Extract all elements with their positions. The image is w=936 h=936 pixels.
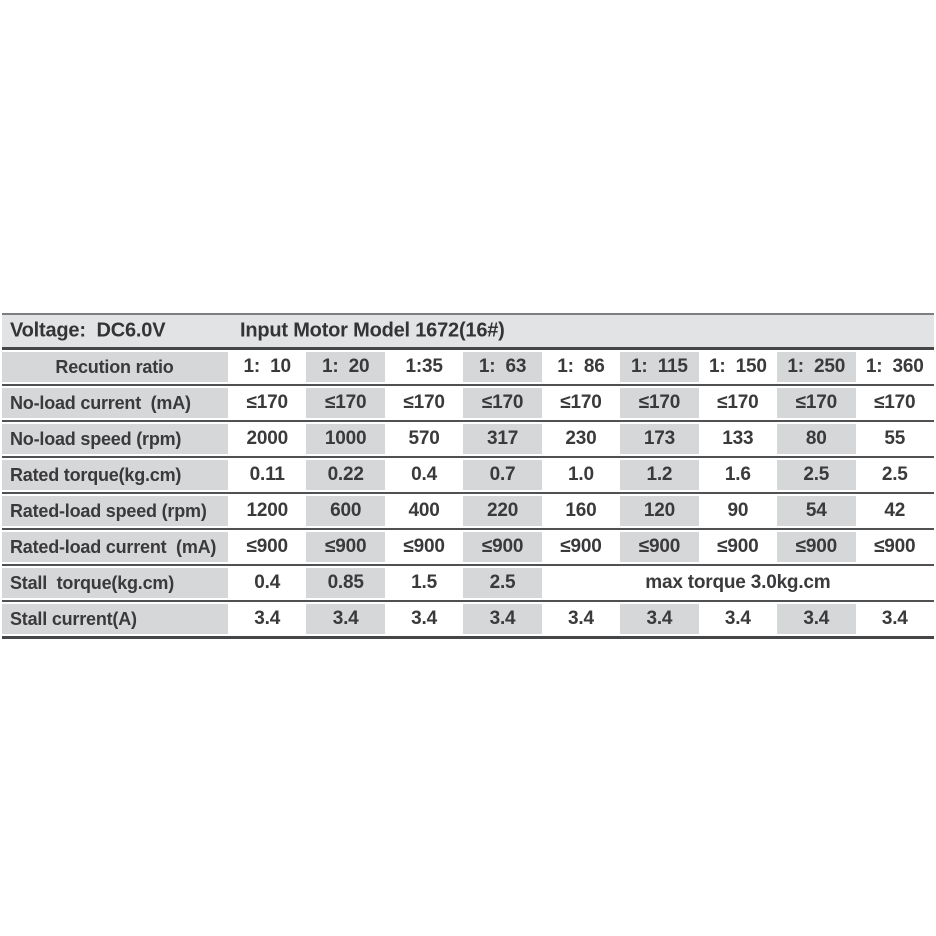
value-cell: 400 xyxy=(384,493,464,530)
ratio-cell: 1: 20 xyxy=(306,348,385,386)
value-cell: ≤900 xyxy=(306,529,385,566)
value-cell: 3.4 xyxy=(855,601,934,639)
value-cell: 1.5 xyxy=(384,565,464,602)
value-cell: ≤170 xyxy=(306,385,385,422)
value-cell: 2.5 xyxy=(463,565,542,602)
spec-row-rated-torque: Rated torque(kg.cm) 0.11 0.22 0.4 0.7 1.… xyxy=(2,457,934,494)
value-cell: ≤900 xyxy=(777,529,856,566)
row-label: Rated-load current (mA) xyxy=(2,529,228,566)
table-header-cell: Voltage: DC6.0V Input Motor Model 1672(1… xyxy=(2,313,934,350)
spec-table-container: Voltage: DC6.0V Input Motor Model 1672(1… xyxy=(2,313,934,639)
value-cell: 0.11 xyxy=(228,457,307,494)
value-cell: ≤170 xyxy=(777,385,856,422)
value-cell: 600 xyxy=(306,493,385,530)
value-cell: ≤170 xyxy=(698,385,778,422)
value-cell: 570 xyxy=(384,421,464,458)
row-label: No-load current (mA) xyxy=(2,385,228,422)
value-cell: 3.4 xyxy=(620,601,699,639)
value-cell: 2.5 xyxy=(855,457,934,494)
value-cell: 55 xyxy=(855,421,934,458)
spec-row-stall-torque: Stall torque(kg.cm) 0.4 0.85 1.5 2.5 max… xyxy=(2,565,934,602)
value-cell: 1000 xyxy=(306,421,385,458)
row-label: Stall torque(kg.cm) xyxy=(2,565,228,602)
value-cell: 0.4 xyxy=(384,457,464,494)
ratio-cell: 1: 360 xyxy=(855,348,934,386)
value-cell: ≤170 xyxy=(541,385,621,422)
value-cell: 230 xyxy=(541,421,621,458)
value-cell: 0.85 xyxy=(306,565,385,602)
ratio-cell: 1: 86 xyxy=(541,348,621,386)
row-label: Stall current(A) xyxy=(2,601,228,639)
value-cell: 90 xyxy=(698,493,778,530)
voltage-label: Voltage: DC6.0V xyxy=(10,319,166,342)
value-cell: 1.2 xyxy=(620,457,699,494)
value-cell: 0.7 xyxy=(463,457,542,494)
value-cell: 2000 xyxy=(228,421,307,458)
motor-spec-table: Voltage: DC6.0V Input Motor Model 1672(1… xyxy=(2,313,934,639)
value-cell: 160 xyxy=(541,493,621,530)
value-cell: ≤900 xyxy=(698,529,778,566)
row-label: No-load speed (rpm) xyxy=(2,421,228,458)
value-cell: ≤900 xyxy=(855,529,934,566)
value-cell: 3.4 xyxy=(541,601,621,639)
value-cell: ≤900 xyxy=(620,529,699,566)
value-cell: 3.4 xyxy=(777,601,856,639)
value-cell: 3.4 xyxy=(306,601,385,639)
spec-row-rated-load-current: Rated-load current (mA) ≤900 ≤900 ≤900 ≤… xyxy=(2,529,934,566)
value-cell: 3.4 xyxy=(698,601,778,639)
value-cell: ≤170 xyxy=(855,385,934,422)
value-cell: 133 xyxy=(698,421,778,458)
ratio-cell: 1: 250 xyxy=(777,348,856,386)
spec-row-no-load-current: No-load current (mA) ≤170 ≤170 ≤170 ≤170… xyxy=(2,385,934,422)
value-cell: ≤900 xyxy=(384,529,464,566)
ratio-cell: 1: 115 xyxy=(620,348,699,386)
value-cell: 220 xyxy=(463,493,542,530)
row-label: Rated-load speed (rpm) xyxy=(2,493,228,530)
ratio-row: Recution ratio 1: 10 1: 20 1:35 1: 63 1:… xyxy=(2,348,934,386)
motor-model-label: Input Motor Model 1672(16#) xyxy=(240,319,505,342)
ratio-cell: 1:35 xyxy=(384,348,464,386)
ratio-cell: 1: 10 xyxy=(228,348,307,386)
value-cell: ≤900 xyxy=(463,529,542,566)
value-cell: 120 xyxy=(620,493,699,530)
spec-row-no-load-speed: No-load speed (rpm) 2000 1000 570 317 23… xyxy=(2,421,934,458)
value-cell: ≤170 xyxy=(620,385,699,422)
row-label: Recution ratio xyxy=(2,348,228,386)
ratio-cell: 1: 63 xyxy=(463,348,542,386)
value-cell: ≤170 xyxy=(463,385,542,422)
value-cell: ≤170 xyxy=(384,385,464,422)
value-cell: 3.4 xyxy=(384,601,464,639)
value-cell: 1.6 xyxy=(698,457,778,494)
value-cell: 80 xyxy=(777,421,856,458)
table-header-row: Voltage: DC6.0V Input Motor Model 1672(1… xyxy=(2,313,934,350)
value-cell: ≤170 xyxy=(228,385,307,422)
value-cell: 0.4 xyxy=(228,565,307,602)
value-cell: ≤900 xyxy=(228,529,307,566)
merged-note-cell: max torque 3.0kg.cm xyxy=(541,565,934,602)
value-cell: 1200 xyxy=(228,493,307,530)
value-cell: 2.5 xyxy=(777,457,856,494)
value-cell: 1.0 xyxy=(541,457,621,494)
spec-row-rated-load-speed: Rated-load speed (rpm) 1200 600 400 220 … xyxy=(2,493,934,530)
value-cell: 42 xyxy=(855,493,934,530)
row-label: Rated torque(kg.cm) xyxy=(2,457,228,494)
ratio-cell: 1: 150 xyxy=(698,348,778,386)
value-cell: 3.4 xyxy=(228,601,307,639)
value-cell: 3.4 xyxy=(463,601,542,639)
spec-row-stall-current: Stall current(A) 3.4 3.4 3.4 3.4 3.4 3.4… xyxy=(2,601,934,639)
value-cell: 317 xyxy=(463,421,542,458)
value-cell: ≤900 xyxy=(541,529,621,566)
value-cell: 0.22 xyxy=(306,457,385,494)
value-cell: 54 xyxy=(777,493,856,530)
value-cell: 173 xyxy=(620,421,699,458)
